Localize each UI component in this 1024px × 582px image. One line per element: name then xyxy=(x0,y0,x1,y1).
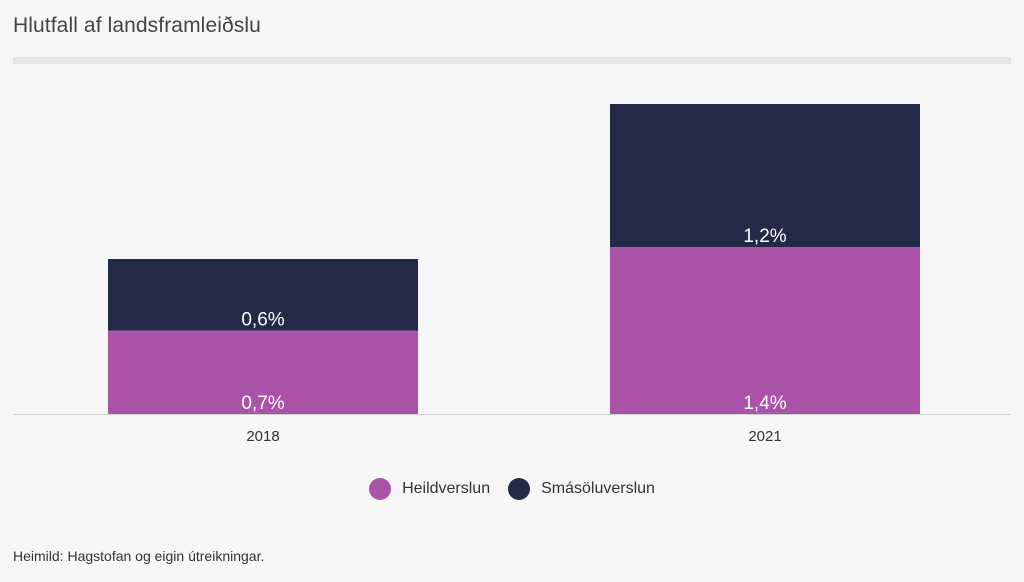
legend-item-heildverslun[interactable]: Heildverslun xyxy=(369,478,490,500)
legend-item-smasoluverslun[interactable]: Smásöluverslun xyxy=(508,478,655,500)
x-tick-label-2021: 2021 xyxy=(748,428,781,445)
data-label-sm-s-luverslun-2018: 0,6% xyxy=(241,310,284,331)
stacked-bar-chart: 0,7% 0,6% 2018 1,4% 1,2% 2021 xyxy=(13,104,1011,445)
legend-label-smasoluverslun: Smásöluverslun xyxy=(541,480,655,497)
chart-title: Hlutfall af landsframleiðslu xyxy=(13,14,261,37)
bar-heildverslun-2021 xyxy=(610,247,920,414)
source-note: Heimild: Hagstofan og eigin útreikningar… xyxy=(13,548,265,564)
data-label-sm-s-luverslun-2021: 1,2% xyxy=(743,226,786,247)
bar-sm-s-luverslun-2021 xyxy=(610,104,920,248)
bar-sm-s-luverslun-2018 xyxy=(108,259,418,331)
legend-swatch-heildverslun xyxy=(369,478,392,500)
x-tick-label-2018: 2018 xyxy=(246,428,279,445)
data-label-heildverslun-2018: 0,7% xyxy=(241,393,284,414)
data-label-heildverslun-2021: 1,4% xyxy=(743,393,786,414)
title-divider xyxy=(13,57,1011,64)
legend: Heildverslun Smásöluverslun xyxy=(0,478,1024,500)
bar-heildverslun-2018 xyxy=(108,330,418,414)
legend-label-heildverslun: Heildverslun xyxy=(402,480,491,497)
legend-swatch-smasoluverslun xyxy=(508,478,531,500)
